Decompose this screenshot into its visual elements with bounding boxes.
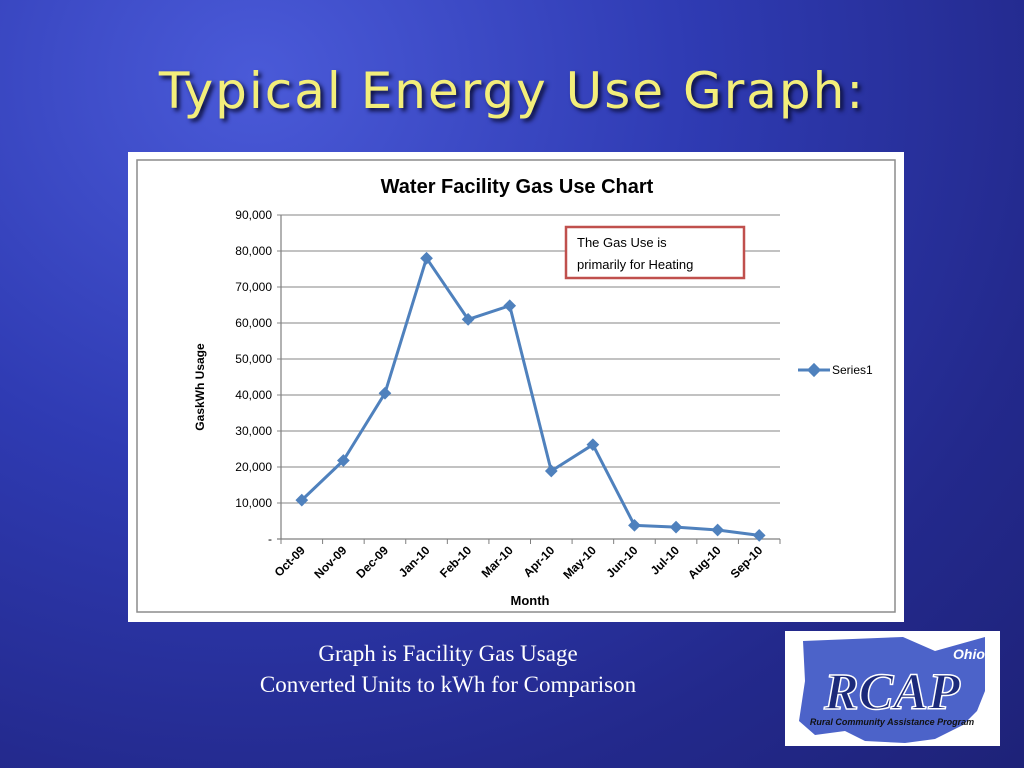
- annotation-line-1: The Gas Use is: [577, 235, 667, 250]
- caption-line-1: Graph is Facility Gas Usage: [318, 641, 578, 666]
- data-point: [503, 299, 517, 313]
- data-point: [711, 523, 724, 537]
- rcap-logo-graphic: Ohio RCAP Rural Community Assistance Pro…: [799, 637, 985, 743]
- y-tick-label: 20,000: [235, 460, 272, 474]
- slide-title: Typical Energy Use Graph:: [158, 62, 866, 120]
- chart-container: Water Facility Gas Use Chart - 10,000 20,0…: [128, 152, 904, 622]
- data-point: [544, 464, 558, 478]
- data-point: [337, 454, 350, 467]
- logo-subtitle-text: Rural Community Assistance Program: [810, 717, 974, 727]
- y-tick-label: 50,000: [235, 352, 272, 366]
- data-point: [752, 529, 766, 542]
- x-tick-label: Dec-09: [353, 543, 391, 581]
- series1-line: [300, 256, 760, 537]
- y-axis-label: GaskWh Usage: [193, 343, 207, 431]
- x-tick-label: Jul-10: [648, 543, 683, 578]
- y-tick-label: 60,000: [235, 316, 272, 330]
- legend-series1-label: Series1: [832, 363, 873, 377]
- caption: Graph is Facility Gas Usage Converted Un…: [148, 638, 748, 700]
- gas-use-chart: Water Facility Gas Use Chart - 10,000 20,0…: [136, 159, 896, 613]
- x-tick-label: Mar-10: [479, 543, 516, 580]
- data-point: [669, 520, 683, 534]
- chart-title: Water Facility Gas Use Chart: [381, 176, 654, 198]
- y-tick-label: 30,000: [235, 424, 272, 438]
- y-tick-label: -: [268, 532, 272, 546]
- x-tick-label: May-10: [560, 543, 599, 582]
- data-point: [378, 386, 392, 400]
- x-tick-label: Feb-10: [437, 543, 474, 580]
- y-tick-label: 10,000: [235, 496, 272, 510]
- x-tick-label: Jan-10: [396, 543, 433, 580]
- data-point: [295, 493, 309, 507]
- legend-marker: [806, 362, 822, 378]
- annotation-box: [564, 225, 746, 280]
- x-tick-label: Apr-10: [521, 543, 558, 580]
- caption-line-2: Converted Units to kWh for Comparison: [259, 672, 637, 697]
- chart-border: [136, 159, 896, 613]
- x-tick-label: Sep-10: [728, 543, 766, 581]
- annotation-line-2: primarily for Heating: [577, 257, 693, 272]
- x-tick-label: Aug-10: [685, 543, 724, 582]
- x-tick-label: Jun-10: [603, 543, 640, 580]
- rcap-logo: Ohio RCAP Rural Community Assistance Pro…: [785, 631, 1000, 746]
- data-point: [461, 313, 475, 326]
- x-axis-label: Month: [511, 593, 550, 608]
- y-tick-label: 40,000: [235, 388, 272, 402]
- y-tick-label: 70,000: [235, 280, 272, 294]
- data-point: [628, 518, 641, 532]
- y-tick-label: 90,000: [235, 208, 272, 222]
- x-tick-label: Oct-09: [272, 543, 309, 580]
- logo-state-text: Ohio: [953, 646, 985, 662]
- logo-rcap-text: RCAP: [823, 664, 961, 721]
- ohio-state-shape: [799, 637, 985, 743]
- y-tick-label: 80,000: [235, 244, 272, 258]
- x-tick-label: Nov-09: [311, 543, 349, 581]
